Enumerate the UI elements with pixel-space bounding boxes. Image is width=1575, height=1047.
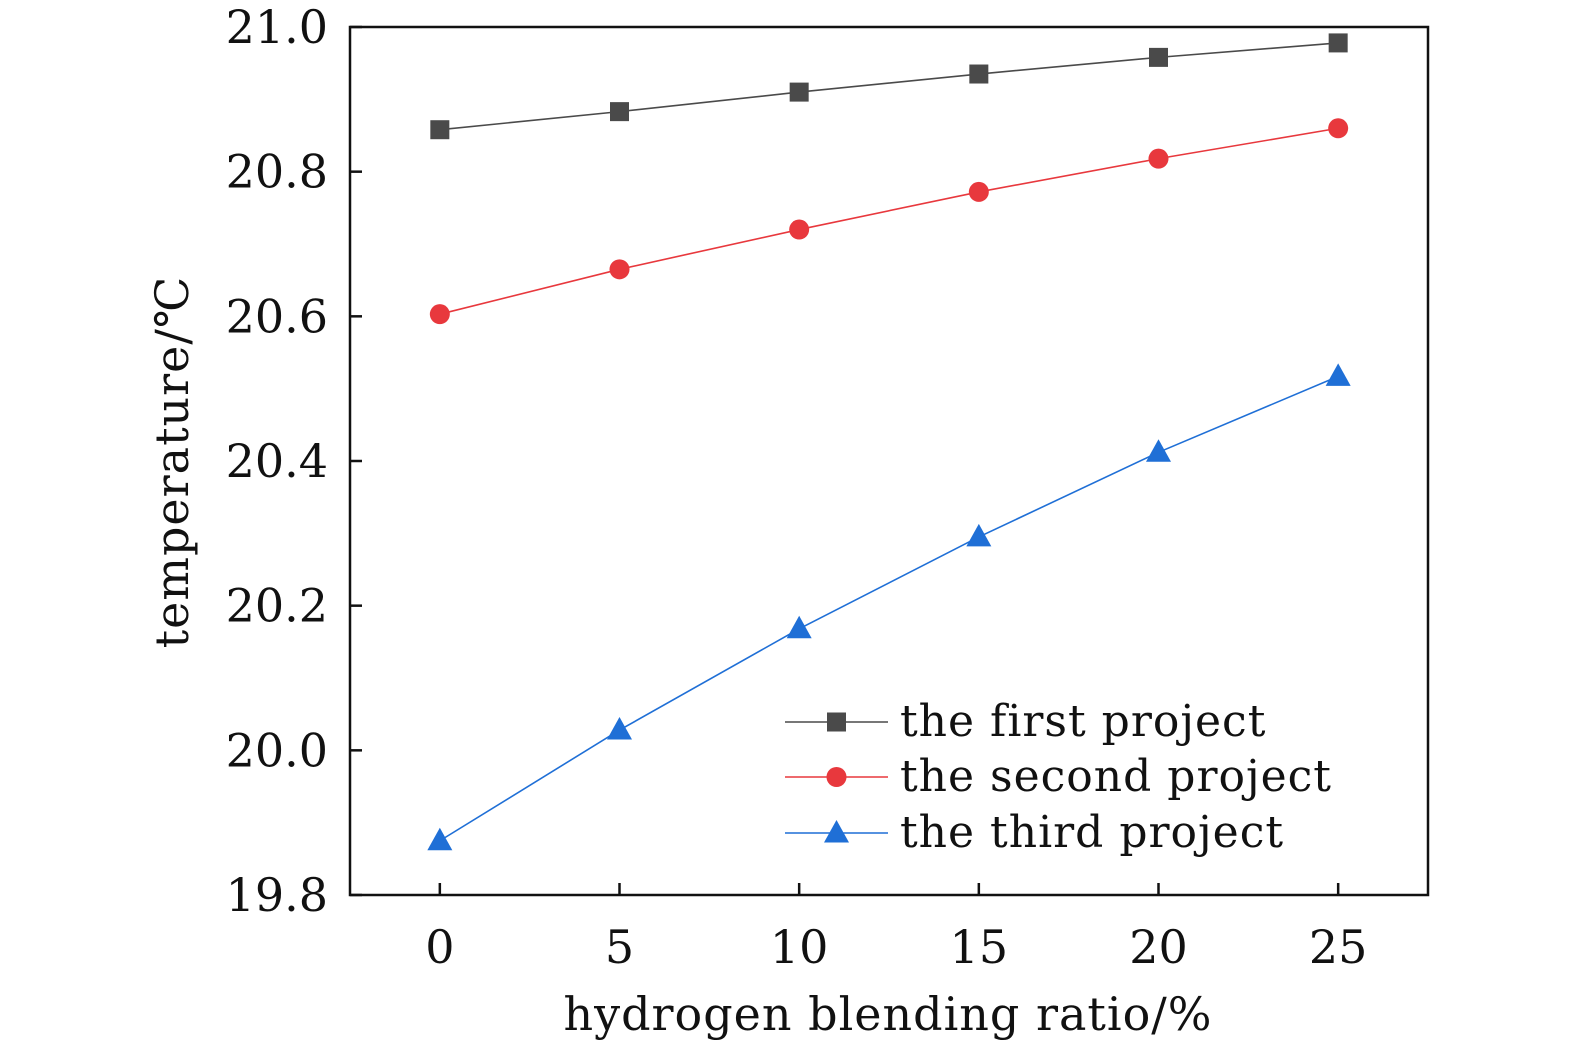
- data-point-square: [610, 102, 629, 122]
- x-axis-ticks: 0 5 10 15 20 25: [425, 883, 1367, 974]
- series-3: [427, 363, 1351, 851]
- data-point-triangle: [427, 827, 453, 851]
- x-tick-label: 5: [605, 920, 634, 974]
- data-point-square: [430, 120, 450, 140]
- x-tick-label: 0: [425, 920, 454, 974]
- legend-marker-circle: [826, 767, 847, 787]
- y-tick-label: 20.6: [226, 289, 328, 343]
- legend-label: the third project: [900, 807, 1284, 858]
- y-axis-ticks: 19.8 20.0 20.2 20.4 20.6 20.8 21.0: [226, 0, 362, 922]
- y-axis-label: temperature/℃: [145, 276, 199, 649]
- data-point-circle: [609, 259, 630, 280]
- legend-marker-square: [827, 712, 846, 732]
- data-point-square: [969, 64, 989, 84]
- series-line: [439, 42, 1339, 131]
- data-point-circle: [429, 304, 450, 325]
- y-axis-title: temperature/℃: [145, 276, 199, 649]
- x-tick-label: 25: [1309, 920, 1368, 974]
- data-point-circle: [1328, 118, 1349, 139]
- series-2: [429, 118, 1349, 325]
- series-line: [439, 127, 1339, 315]
- x-axis-title: hydrogen blending ratio/%: [563, 987, 1212, 1041]
- legend-item: the first project: [785, 696, 1266, 747]
- y-tick-label: 20.8: [226, 145, 328, 199]
- series-1: [430, 33, 1348, 140]
- data-point-triangle: [607, 717, 632, 740]
- y-tick-label: 21.0: [226, 0, 328, 54]
- x-tick-label: 20: [1129, 920, 1188, 974]
- x-tick-label: 15: [950, 920, 1009, 974]
- legend-marker-triangle: [824, 819, 849, 843]
- data-point-triangle: [1146, 439, 1171, 462]
- data-point-triangle: [966, 523, 992, 547]
- data-point-triangle: [786, 615, 812, 639]
- legend-label: the first project: [900, 696, 1266, 747]
- data-point-square: [1149, 47, 1168, 67]
- data-point-triangle: [1325, 363, 1351, 386]
- data-point-square: [789, 82, 809, 102]
- x-axis-label: hydrogen blending ratio/%: [563, 987, 1212, 1041]
- legend-item: the second project: [785, 751, 1332, 802]
- data-point-circle: [789, 219, 810, 240]
- x-tick-label: 10: [770, 920, 829, 974]
- data-point-circle: [968, 181, 989, 202]
- data-point-circle: [1148, 148, 1169, 169]
- legend-label: the second project: [900, 751, 1332, 802]
- y-tick-label: 19.8: [226, 868, 328, 922]
- data-point-square: [1328, 33, 1348, 53]
- legend-item: the third project: [785, 807, 1284, 858]
- y-tick-label: 20.4: [226, 434, 328, 488]
- y-tick-label: 20.2: [226, 579, 328, 633]
- series-line: [439, 375, 1339, 842]
- y-tick-label: 20.0: [226, 723, 328, 777]
